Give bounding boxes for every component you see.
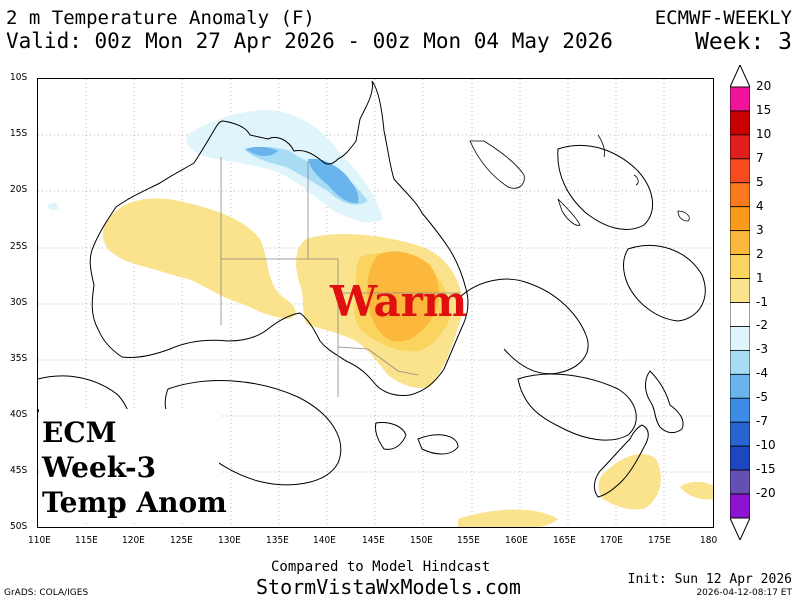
colorbar-swatch — [729, 206, 751, 232]
lon-label: 180 — [700, 535, 718, 546]
colorbar-label: -2 — [756, 318, 768, 333]
week-label: Week: 3 — [695, 29, 792, 55]
colorbar-swatch — [729, 158, 751, 184]
lat-label: 25S — [10, 241, 28, 252]
lat-label: 40S — [10, 409, 28, 420]
map-canvas — [38, 79, 713, 527]
new-zealand-south-island — [593, 424, 649, 498]
colorbar — [729, 63, 751, 542]
grads-credit: GrADS: COLA/IGES — [4, 588, 89, 598]
ecm-overlay-text: ECM Week-3 Temp Anom — [42, 415, 227, 520]
colorbar-label: 7 — [756, 150, 764, 165]
colorbar-label: -3 — [756, 342, 768, 357]
hindcast-note: Compared to Model Hindcast — [271, 559, 491, 575]
colorbar-label: 5 — [756, 174, 764, 189]
lon-label: 150E — [410, 535, 433, 546]
colorbar-swatch — [729, 278, 751, 303]
new-zealand-north-island — [645, 370, 684, 434]
colorbar-swatch — [729, 493, 751, 519]
ecm-label-box — [39, 409, 219, 523]
colorbar-top-arrow — [729, 63, 751, 88]
colorbar-swatch — [729, 110, 751, 136]
colorbar-label: -7 — [756, 414, 768, 429]
colorbar-swatch — [729, 326, 751, 351]
australia-coastline — [89, 80, 469, 396]
lat-label: 20S — [10, 184, 28, 195]
anomaly-map: Warm ECM Week-3 Temp Anom — [37, 78, 714, 528]
colorbar-label: 10 — [756, 126, 772, 141]
lon-label: 120E — [122, 535, 145, 546]
tasmania-coastline — [375, 422, 407, 450]
lat-label: 15S — [10, 128, 28, 139]
lon-label: 175E — [648, 535, 671, 546]
colorbar-label: 20 — [756, 79, 772, 93]
colorbar-swatch — [729, 421, 751, 447]
lat-label: 30S — [10, 297, 28, 308]
colorbar-label: 2 — [756, 246, 764, 261]
lon-label: 115E — [75, 535, 98, 546]
model-source: ECMWF-WEEKLY — [654, 7, 792, 29]
render-timestamp: 2026-04-12-08:17 ET — [696, 588, 792, 598]
colorbar-label: 4 — [756, 198, 764, 213]
lon-label: 165E — [553, 535, 576, 546]
colorbar-swatch — [729, 397, 751, 423]
colorbar-swatch — [729, 254, 751, 279]
map-title: 2 m Temperature Anomaly (F) — [6, 7, 315, 29]
ecm-line-2: Week-3 — [42, 451, 157, 484]
lon-label: 140E — [313, 535, 336, 546]
pacific-islands — [469, 134, 690, 226]
colorbar-bottom-arrow — [729, 517, 751, 542]
lon-label: 130E — [218, 535, 241, 546]
colorbar-swatch — [729, 445, 751, 471]
lon-label: 160E — [505, 535, 528, 546]
state-borders — [220, 157, 460, 397]
colorbar-label: -5 — [756, 390, 768, 405]
colorbar-label: -10 — [756, 438, 776, 453]
colorbar-swatch — [729, 134, 751, 160]
lon-label: 170E — [600, 535, 623, 546]
colorbar-swatches — [729, 63, 751, 542]
lat-label: 50S — [10, 521, 28, 532]
colorbar-swatch — [729, 349, 751, 375]
colorbar-label: 15 — [756, 102, 772, 117]
colorbar-swatch — [729, 373, 751, 399]
warm-text: Warm — [330, 277, 468, 326]
colorbar-swatch — [729, 230, 751, 256]
warm-overlay-label: Warm — [330, 277, 467, 326]
colorbar-label: 3 — [756, 222, 764, 237]
colorbar-swatch — [729, 86, 751, 112]
lat-label: 45S — [10, 465, 28, 476]
colorbar-swatch — [729, 469, 751, 495]
valid-period: Valid: 00z Mon 27 Apr 2026 - 00z Mon 04 … — [6, 29, 613, 53]
lon-label: 110E — [28, 535, 51, 546]
colorbar-label: 1 — [756, 270, 764, 285]
lon-label: 145E — [362, 535, 385, 546]
lon-label: 125E — [170, 535, 193, 546]
init-time: Init: Sun 12 Apr 2026 — [627, 572, 792, 587]
lon-label: 155E — [457, 535, 480, 546]
colorbar-label: -1 — [756, 294, 768, 309]
colorbar-swatch — [729, 182, 751, 208]
lon-label: 135E — [266, 535, 289, 546]
site-name: StormVistaWxModels.com — [256, 575, 521, 599]
lat-label: 10S — [10, 72, 28, 83]
cool-anomaly-areas — [47, 110, 383, 223]
lat-label: 35S — [10, 353, 28, 364]
ecm-line-3: Temp Anom — [42, 486, 227, 519]
colorbar-label: -20 — [756, 486, 776, 501]
ecm-line-1: ECM — [42, 416, 117, 449]
colorbar-swatch — [729, 302, 751, 327]
colorbar-label: -15 — [756, 462, 776, 477]
colorbar-label: -4 — [756, 366, 768, 381]
